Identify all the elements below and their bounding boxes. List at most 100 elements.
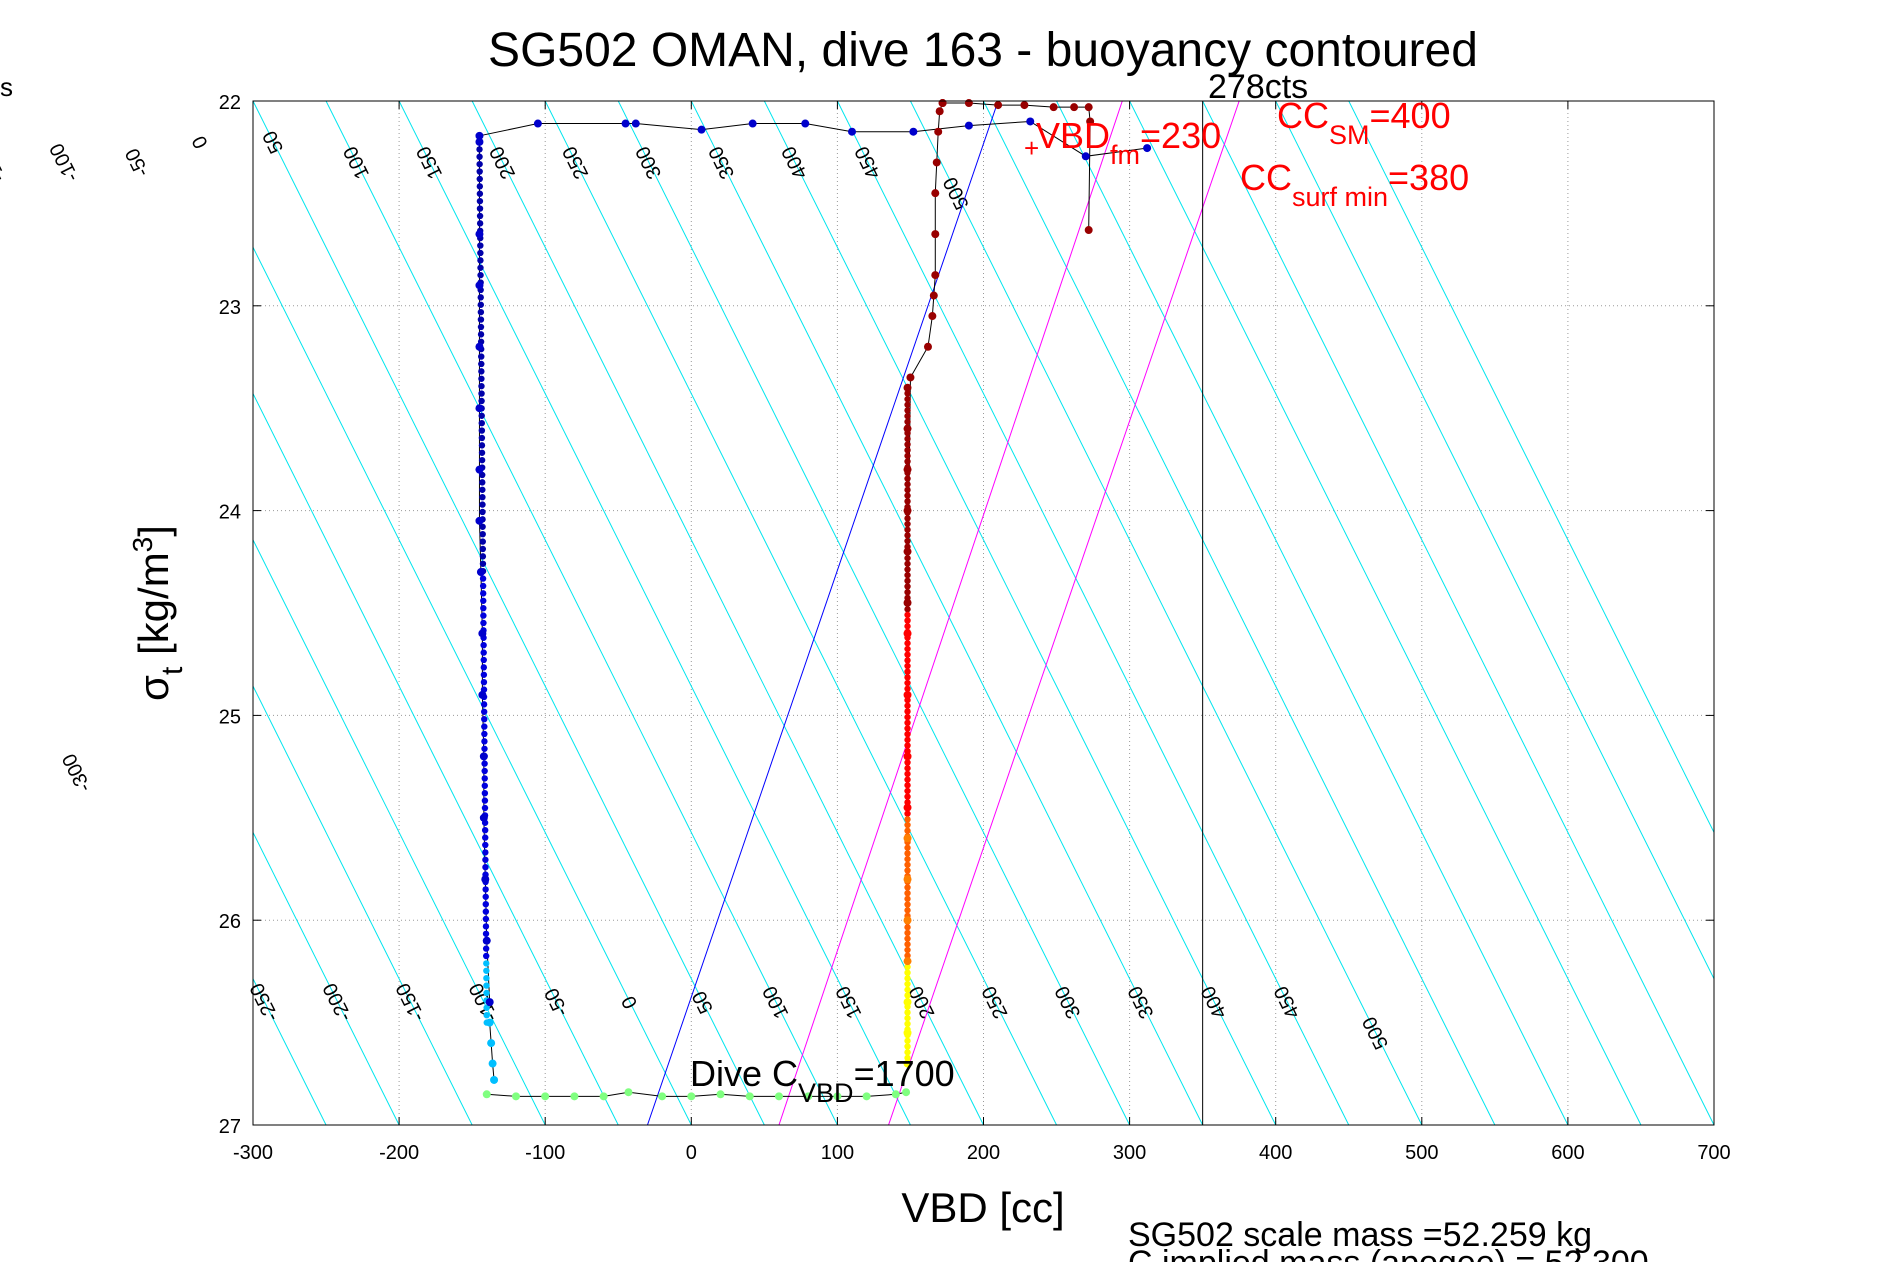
data-point <box>904 577 911 585</box>
data-point <box>904 770 911 778</box>
x-tick-label: 300 <box>1113 1142 1146 1164</box>
data-point <box>479 508 486 516</box>
data-point <box>476 220 484 227</box>
data-point <box>904 702 911 709</box>
x-tick-label: 200 <box>967 1142 1000 1164</box>
data-point <box>904 884 911 891</box>
data-point <box>476 175 483 183</box>
data-point <box>904 730 911 738</box>
data-point <box>904 844 911 851</box>
contour-line <box>690 101 1204 1125</box>
contour-label-bottom: 450 <box>1270 982 1305 1022</box>
contour-line <box>1275 101 1714 980</box>
data-point <box>904 606 911 613</box>
data-point <box>904 526 911 533</box>
chart-title: SG502 OMAN, dive 163 - buoyancy contoure… <box>488 24 1478 77</box>
data-point <box>475 404 484 413</box>
data-point <box>481 767 488 775</box>
data-point <box>479 752 488 761</box>
series-line <box>907 102 944 603</box>
data-point <box>904 941 911 948</box>
y-tick-label: 24 <box>219 502 241 524</box>
reference-line <box>888 101 1240 1125</box>
data-point <box>481 715 488 723</box>
data-point <box>904 742 911 749</box>
data-point <box>477 323 485 331</box>
contour-label-top: 500 <box>939 173 974 213</box>
data-point <box>904 986 911 993</box>
data-point <box>903 834 912 843</box>
data-point <box>481 760 488 767</box>
data-point <box>904 407 911 414</box>
data-point <box>480 597 487 604</box>
data-point <box>475 281 484 290</box>
contour-line <box>544 101 1057 1125</box>
data-point <box>479 575 487 582</box>
data-point <box>480 641 487 649</box>
contour-line <box>325 101 838 1125</box>
x-tick-label: -200 <box>379 1142 419 1164</box>
data-point <box>478 412 485 419</box>
data-point <box>745 1092 754 1101</box>
contour-label-top: 100 <box>339 143 374 183</box>
data-point <box>904 418 911 425</box>
data-point <box>482 849 489 856</box>
data-point <box>904 679 911 687</box>
data-point <box>904 560 911 567</box>
data-point <box>482 923 490 930</box>
contour-labels: -450-400-350-300-250-200-150-100-5005010… <box>0 127 1393 1053</box>
data-point <box>1081 152 1090 161</box>
data-point <box>904 787 911 795</box>
y-axis-label: σt [kg/m3] <box>127 525 189 701</box>
data-point <box>481 730 488 738</box>
contour-label-bottom: -250 <box>246 979 284 1025</box>
data-point <box>904 412 911 420</box>
data-point <box>931 271 940 280</box>
data-point <box>903 506 912 515</box>
data-point <box>1086 117 1095 126</box>
data-point <box>929 291 938 300</box>
y-tick-label: 25 <box>219 706 241 728</box>
data-point <box>994 101 1003 110</box>
data-point <box>477 331 485 338</box>
data-point <box>483 982 490 989</box>
data-point <box>904 452 911 460</box>
data-point <box>904 583 911 590</box>
data-point <box>482 841 489 849</box>
data-point <box>904 867 911 874</box>
data-point <box>903 547 912 556</box>
data-point <box>904 719 911 727</box>
data-point <box>1084 103 1093 112</box>
data-point <box>479 479 486 486</box>
contour-line <box>253 392 619 1125</box>
dive-cvbd-annotation: Dive CVBD=1700 <box>690 1053 955 1108</box>
contour-line <box>836 101 1350 1125</box>
data-point <box>904 895 911 903</box>
contour-line <box>253 246 692 1125</box>
data-point <box>476 183 484 190</box>
data-point <box>480 671 488 678</box>
data-point <box>903 1028 912 1037</box>
data-point <box>480 708 488 715</box>
data-point <box>478 390 485 397</box>
data-point <box>904 929 911 937</box>
contour-line <box>0 101 34 1125</box>
data-point <box>904 992 911 999</box>
data-point <box>904 554 911 562</box>
contour-line <box>253 538 546 1125</box>
data-point <box>904 776 911 783</box>
data-point <box>1020 101 1029 110</box>
data-point <box>903 957 912 966</box>
grid <box>252 100 1715 1126</box>
data-point <box>480 619 487 627</box>
data-point <box>480 678 488 686</box>
data-point <box>482 886 489 893</box>
data-point <box>481 797 489 804</box>
data-point <box>904 390 911 397</box>
data-point <box>485 998 494 1007</box>
contour-label-top: 450 <box>851 143 886 183</box>
data-point <box>480 664 488 671</box>
contour-line <box>1202 101 1714 1125</box>
data-point <box>480 612 487 619</box>
